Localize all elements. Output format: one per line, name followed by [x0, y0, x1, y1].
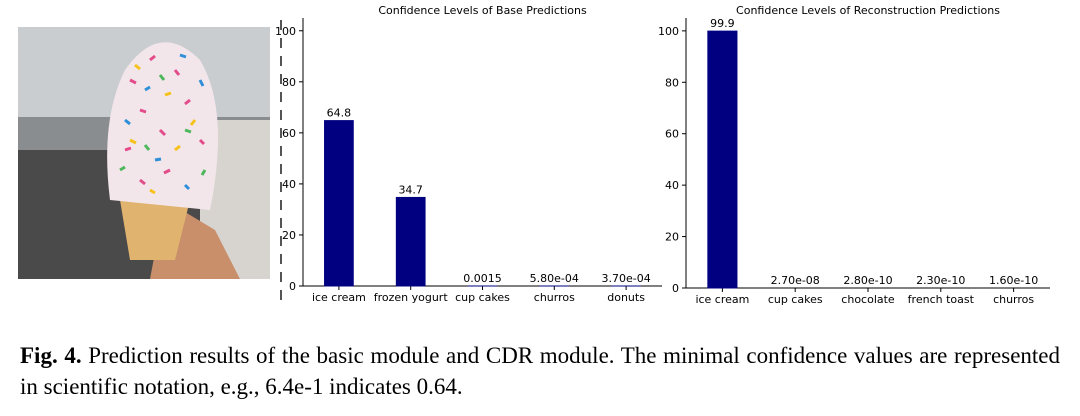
- chart-title: Confidence Levels of Base Predictions: [378, 4, 587, 17]
- y-tick-label: 20: [282, 229, 296, 242]
- x-tick-label: cup cakes: [455, 291, 510, 304]
- photo: [18, 27, 270, 279]
- bar: [324, 120, 354, 287]
- value-label: 5.80e-04: [530, 272, 579, 285]
- value-label: 2.30e-10: [916, 274, 965, 287]
- y-tick-label: 40: [665, 179, 679, 192]
- charts: Confidence Levels of Base Predictions 0 20…: [18, 4, 1050, 306]
- y-tick-label: 80: [282, 76, 296, 89]
- x-tick-label: frozen yogurt: [374, 291, 449, 304]
- y-tick-label: 60: [665, 128, 679, 141]
- y-tick-label: 0: [672, 282, 679, 295]
- value-label: 0.0015: [463, 272, 502, 285]
- value-label: 2.80e-10: [843, 274, 892, 287]
- y-tick-label: 20: [665, 231, 679, 244]
- value-label: 2.70e-08: [771, 274, 820, 287]
- caption-label: Fig. 4.: [20, 343, 82, 368]
- value-label: 3.70e-04: [601, 272, 650, 285]
- value-label: 64.8: [327, 107, 352, 120]
- y-tick-label: 0: [289, 280, 296, 293]
- y-tick-label: 40: [282, 178, 296, 191]
- x-tick-label: churros: [534, 291, 575, 304]
- value-label: 34.7: [398, 183, 423, 196]
- y-tick-label: 60: [282, 127, 296, 140]
- x-tick-label: ice cream: [695, 293, 749, 306]
- bar: [707, 30, 738, 289]
- x-tick-label: donuts: [607, 291, 645, 304]
- value-label: 99.9: [710, 17, 735, 30]
- caption: Fig. 4. Prediction results of the basic …: [20, 340, 1060, 402]
- x-tick-label: french toast: [908, 293, 975, 306]
- bar: [395, 196, 426, 287]
- x-tick-label: ice cream: [312, 291, 366, 304]
- chart-title: Confidence Levels of Reconstruction Pred…: [736, 4, 1000, 17]
- y-tick-label: 100: [658, 25, 679, 38]
- y-tick-label: 80: [665, 76, 679, 89]
- y-tick-label: 100: [275, 25, 296, 38]
- x-tick-label: churros: [993, 293, 1034, 306]
- value-label: 1.60e-10: [989, 274, 1038, 287]
- x-tick-label: chocolate: [841, 293, 895, 306]
- x-tick-label: cup cakes: [768, 293, 823, 306]
- caption-text: Prediction results of the basic module a…: [20, 343, 1060, 399]
